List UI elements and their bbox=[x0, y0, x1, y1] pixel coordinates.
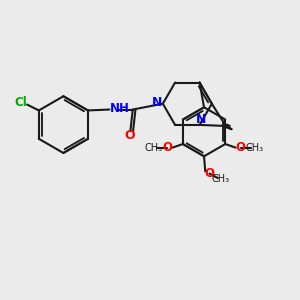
Text: Cl: Cl bbox=[14, 96, 27, 109]
Text: CH₃: CH₃ bbox=[211, 174, 230, 184]
Text: N: N bbox=[152, 96, 163, 109]
Text: O: O bbox=[236, 141, 246, 154]
Text: NH: NH bbox=[110, 102, 130, 116]
Text: N: N bbox=[196, 113, 206, 126]
Text: O: O bbox=[204, 167, 214, 180]
Text: O: O bbox=[162, 141, 172, 154]
Text: CH₃: CH₃ bbox=[245, 142, 263, 153]
Text: O: O bbox=[124, 129, 135, 142]
Text: CH₃: CH₃ bbox=[145, 142, 163, 153]
